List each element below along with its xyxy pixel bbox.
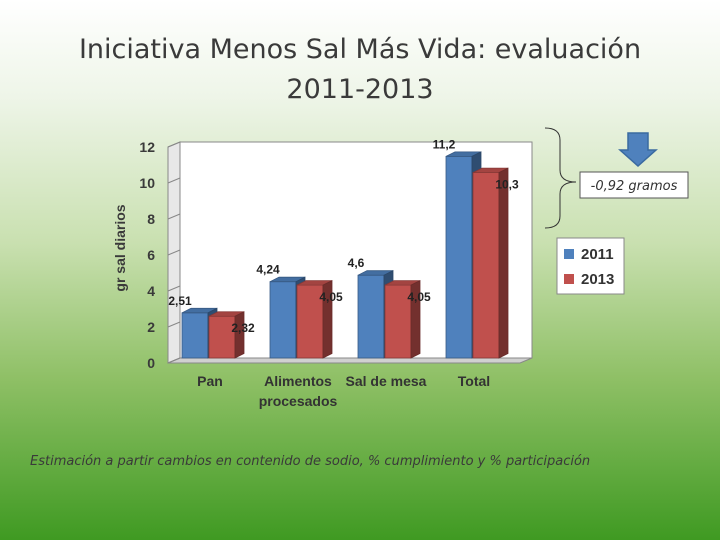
bar-2011-1	[269, 281, 297, 359]
callout-box	[579, 171, 689, 199]
x-tick-label: Total	[458, 373, 490, 389]
y-tick-line	[167, 285, 181, 292]
y-tick-line	[167, 141, 181, 148]
chart-legend: 2011 2013	[556, 237, 625, 295]
y-tick-line	[167, 249, 181, 256]
y-axis-label: gr sal diarios	[112, 204, 128, 291]
chart-bars: 2,51 2,32 4,24 4,05 4,6 4,05 11,2 10,3	[168, 137, 519, 359]
bar-2013-1	[296, 284, 324, 359]
data-label: 10,3	[495, 178, 519, 192]
y-axis: 0 2 4 6 8 10 12	[139, 139, 181, 371]
chart-floor	[167, 357, 533, 364]
data-label: 4,05	[319, 290, 343, 304]
x-tick-label: procesados	[259, 393, 338, 409]
bar-side-2013-1	[322, 279, 333, 359]
bar-side-2013-0	[234, 311, 245, 359]
y-tick-label: 12	[139, 139, 155, 155]
bar-side-2013-2	[410, 279, 421, 359]
legend-label: 2011	[581, 246, 614, 263]
bar-side-2013-3	[498, 167, 509, 359]
x-tick-label: Pan	[197, 373, 223, 389]
bar-2013-0	[208, 315, 236, 359]
x-tick-label: Sal de mesa	[346, 373, 427, 389]
legend-label: 2013	[581, 271, 614, 288]
bar-2011-0	[181, 312, 209, 359]
y-tick-label: 6	[147, 247, 155, 263]
data-label: 2,51	[168, 294, 192, 308]
y-tick-label: 10	[139, 175, 155, 191]
chart-caption: Estimación a partir cambios en contenido…	[30, 454, 591, 469]
page-title: Iniciativa Menos Sal Más Vida: evaluació…	[78, 34, 642, 105]
legend-swatch	[564, 274, 574, 284]
down-arrow-icon	[618, 132, 658, 168]
data-label: 4,24	[256, 263, 280, 277]
y-tick-label: 4	[147, 283, 155, 299]
y-tick-line	[167, 357, 181, 364]
legend-box	[556, 237, 625, 295]
callout-brace	[544, 127, 577, 229]
x-axis-labels: Pan Alimentos procesados Sal de mesa Total	[197, 373, 490, 409]
legend-swatch	[564, 249, 574, 259]
callout-group: -0,92 gramos	[544, 127, 689, 229]
bar-2013-2	[384, 284, 412, 359]
y-tick-line	[167, 321, 181, 328]
bar-2011-2	[357, 274, 385, 359]
y-tick-label: 8	[147, 211, 155, 227]
bar-2013-3	[472, 172, 500, 359]
y-tick-line	[167, 177, 181, 184]
y-tick-label: 0	[147, 355, 155, 371]
data-label: 4,05	[407, 290, 431, 304]
x-tick-label: Alimentos	[264, 373, 332, 389]
y-tick-line	[167, 213, 181, 220]
callout-text: -0,92 gramos	[591, 179, 678, 194]
data-label: 11,2	[433, 137, 456, 151]
bar-2011-3	[445, 155, 473, 359]
data-label: 4,6	[348, 256, 365, 270]
data-label: 2,32	[231, 321, 255, 335]
y-tick-label: 2	[147, 319, 155, 335]
